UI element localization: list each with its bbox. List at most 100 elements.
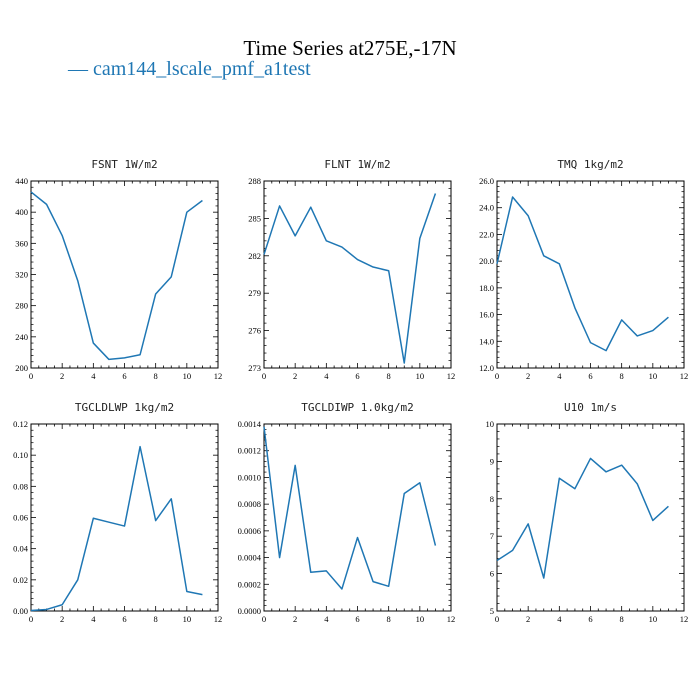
- chart-panel-5: TGCLDIWP 1.0kg/m2 0 2 4 6 8 10 12 0.0000 0.0002 0.…: [238, 401, 456, 624]
- series-line: [496, 457, 669, 579]
- y-tick-label: 276: [248, 326, 261, 336]
- y-tick-label: 0.10: [13, 450, 28, 460]
- x-tick-label: 10: [649, 371, 658, 381]
- y-tick-label: 200: [15, 363, 28, 373]
- y-tick-label: 16.0: [479, 310, 494, 320]
- x-tick-label: 2: [60, 614, 64, 624]
- x-tick-label: 6: [122, 371, 126, 381]
- series-line: [496, 196, 669, 352]
- y-tick-label: 0.0004: [238, 553, 262, 563]
- series-line: [263, 426, 437, 590]
- series-line: [30, 191, 203, 361]
- x-tick-label: 12: [214, 614, 223, 624]
- x-tick-label: 10: [416, 371, 425, 381]
- y-tick-label: 0.12: [13, 419, 28, 429]
- x-tick-label: 0: [495, 614, 499, 624]
- series-line: [263, 193, 437, 364]
- x-tick-label: 10: [183, 371, 192, 381]
- x-tick-label: 8: [387, 371, 391, 381]
- x-tick-label: 4: [91, 614, 96, 624]
- x-tick-label: 6: [355, 371, 359, 381]
- x-tick-label: 0: [29, 371, 33, 381]
- chart-panel-1: FSNT 1W/m2 0 2 4 6 8 10 12 200 240 280 320 360 400 440: [15, 158, 222, 381]
- y-tick-label: 280: [15, 301, 28, 311]
- x-tick-label: 12: [447, 371, 456, 381]
- series-line: [30, 445, 203, 612]
- y-tick-label: 12.0: [479, 363, 494, 373]
- y-tick-label: 279: [248, 288, 261, 298]
- x-tick-label: 6: [588, 614, 592, 624]
- y-tick-label: 0.00: [13, 606, 28, 616]
- y-tick-label: 0.0008: [238, 499, 261, 509]
- x-tick-label: 2: [526, 614, 530, 624]
- y-tick-label: 0.0014: [238, 419, 262, 429]
- y-tick-label: 22.0: [479, 229, 494, 239]
- x-tick-label: 6: [588, 371, 592, 381]
- page-title: Time Series at275E,-17N: [243, 36, 457, 60]
- plot-frame: [496, 180, 685, 369]
- chart-panel-2: FLNT 1W/m2 0 2 4 6 8 10 12 273 276 279 282 285 288: [248, 158, 455, 381]
- y-tick-label: 400: [15, 207, 28, 217]
- y-tick-label: 320: [15, 270, 28, 280]
- y-tick-label: 0.0006: [238, 526, 261, 536]
- y-tick-label: 360: [15, 238, 28, 248]
- x-tick-label: 0: [495, 371, 499, 381]
- x-tick-label: 10: [649, 614, 658, 624]
- y-tick-label: 0.0010: [238, 472, 261, 482]
- x-tick-label: 4: [557, 371, 562, 381]
- x-tick-label: 4: [91, 371, 96, 381]
- y-tick-label: 9: [490, 456, 494, 466]
- x-tick-label: 2: [526, 371, 530, 381]
- x-tick-label: 2: [60, 371, 64, 381]
- chart-panel-4: TGCLDLWP 1kg/m2 0 2 4 6 8 10 12 0.00 0.02 0.04 0.06…: [13, 401, 222, 624]
- y-tick-label: 20.0: [479, 256, 494, 266]
- x-tick-label: 10: [416, 614, 425, 624]
- plot-frame: [30, 423, 219, 612]
- chart-title: TGCLDLWP 1kg/m2: [75, 401, 174, 414]
- y-tick-label: 10: [486, 419, 495, 429]
- x-tick-label: 12: [447, 614, 456, 624]
- x-tick-label: 6: [122, 614, 126, 624]
- y-tick-label: 0.06: [13, 513, 28, 523]
- y-tick-label: 5: [490, 606, 494, 616]
- y-tick-label: 8: [490, 494, 494, 504]
- y-tick-label: 285: [248, 213, 261, 223]
- x-tick-label: 8: [387, 614, 391, 624]
- y-tick-label: 273: [248, 363, 261, 373]
- x-tick-label: 2: [293, 371, 297, 381]
- x-tick-label: 10: [183, 614, 192, 624]
- x-tick-label: 12: [680, 371, 689, 381]
- x-tick-label: 8: [154, 614, 158, 624]
- x-tick-label: 8: [620, 614, 624, 624]
- y-tick-label: 0.0012: [238, 446, 261, 456]
- chart-title: TGCLDIWP 1.0kg/m2: [301, 401, 414, 414]
- x-tick-label: 4: [324, 614, 329, 624]
- y-tick-label: 0.08: [13, 481, 28, 491]
- x-tick-label: 6: [355, 614, 359, 624]
- legend-label: cam144_lscale_pmf_a1test: [93, 58, 311, 80]
- chart-title: FLNT 1W/m2: [324, 158, 390, 171]
- y-tick-label: 0.0000: [238, 606, 261, 616]
- plot-frame: [263, 180, 452, 369]
- y-tick-label: 7: [490, 531, 494, 541]
- chart-title: TMQ 1kg/m2: [557, 158, 623, 171]
- x-tick-label: 8: [154, 371, 158, 381]
- x-tick-label: 12: [214, 371, 223, 381]
- x-tick-label: 4: [557, 614, 562, 624]
- legend-line-icon: —: [68, 58, 88, 80]
- x-tick-label: 4: [324, 371, 329, 381]
- chart-title: FSNT 1W/m2: [91, 158, 157, 171]
- y-tick-label: 440: [15, 176, 28, 186]
- y-tick-label: 0.04: [13, 544, 29, 554]
- chart-title: U10 1m/s: [564, 401, 617, 414]
- y-tick-label: 6: [490, 569, 494, 579]
- y-tick-label: 26.0: [479, 176, 494, 186]
- x-tick-label: 0: [29, 614, 33, 624]
- x-tick-label: 8: [620, 371, 624, 381]
- y-tick-label: 240: [15, 332, 28, 342]
- x-tick-label: 0: [262, 371, 266, 381]
- chart-panel-3: TMQ 1kg/m2 0 2 4 6 8 10 12 12.0 14.0 16.0 18.0 20.0 2…: [479, 158, 688, 381]
- y-tick-label: 18.0: [479, 283, 494, 293]
- y-tick-label: 24.0: [479, 203, 494, 213]
